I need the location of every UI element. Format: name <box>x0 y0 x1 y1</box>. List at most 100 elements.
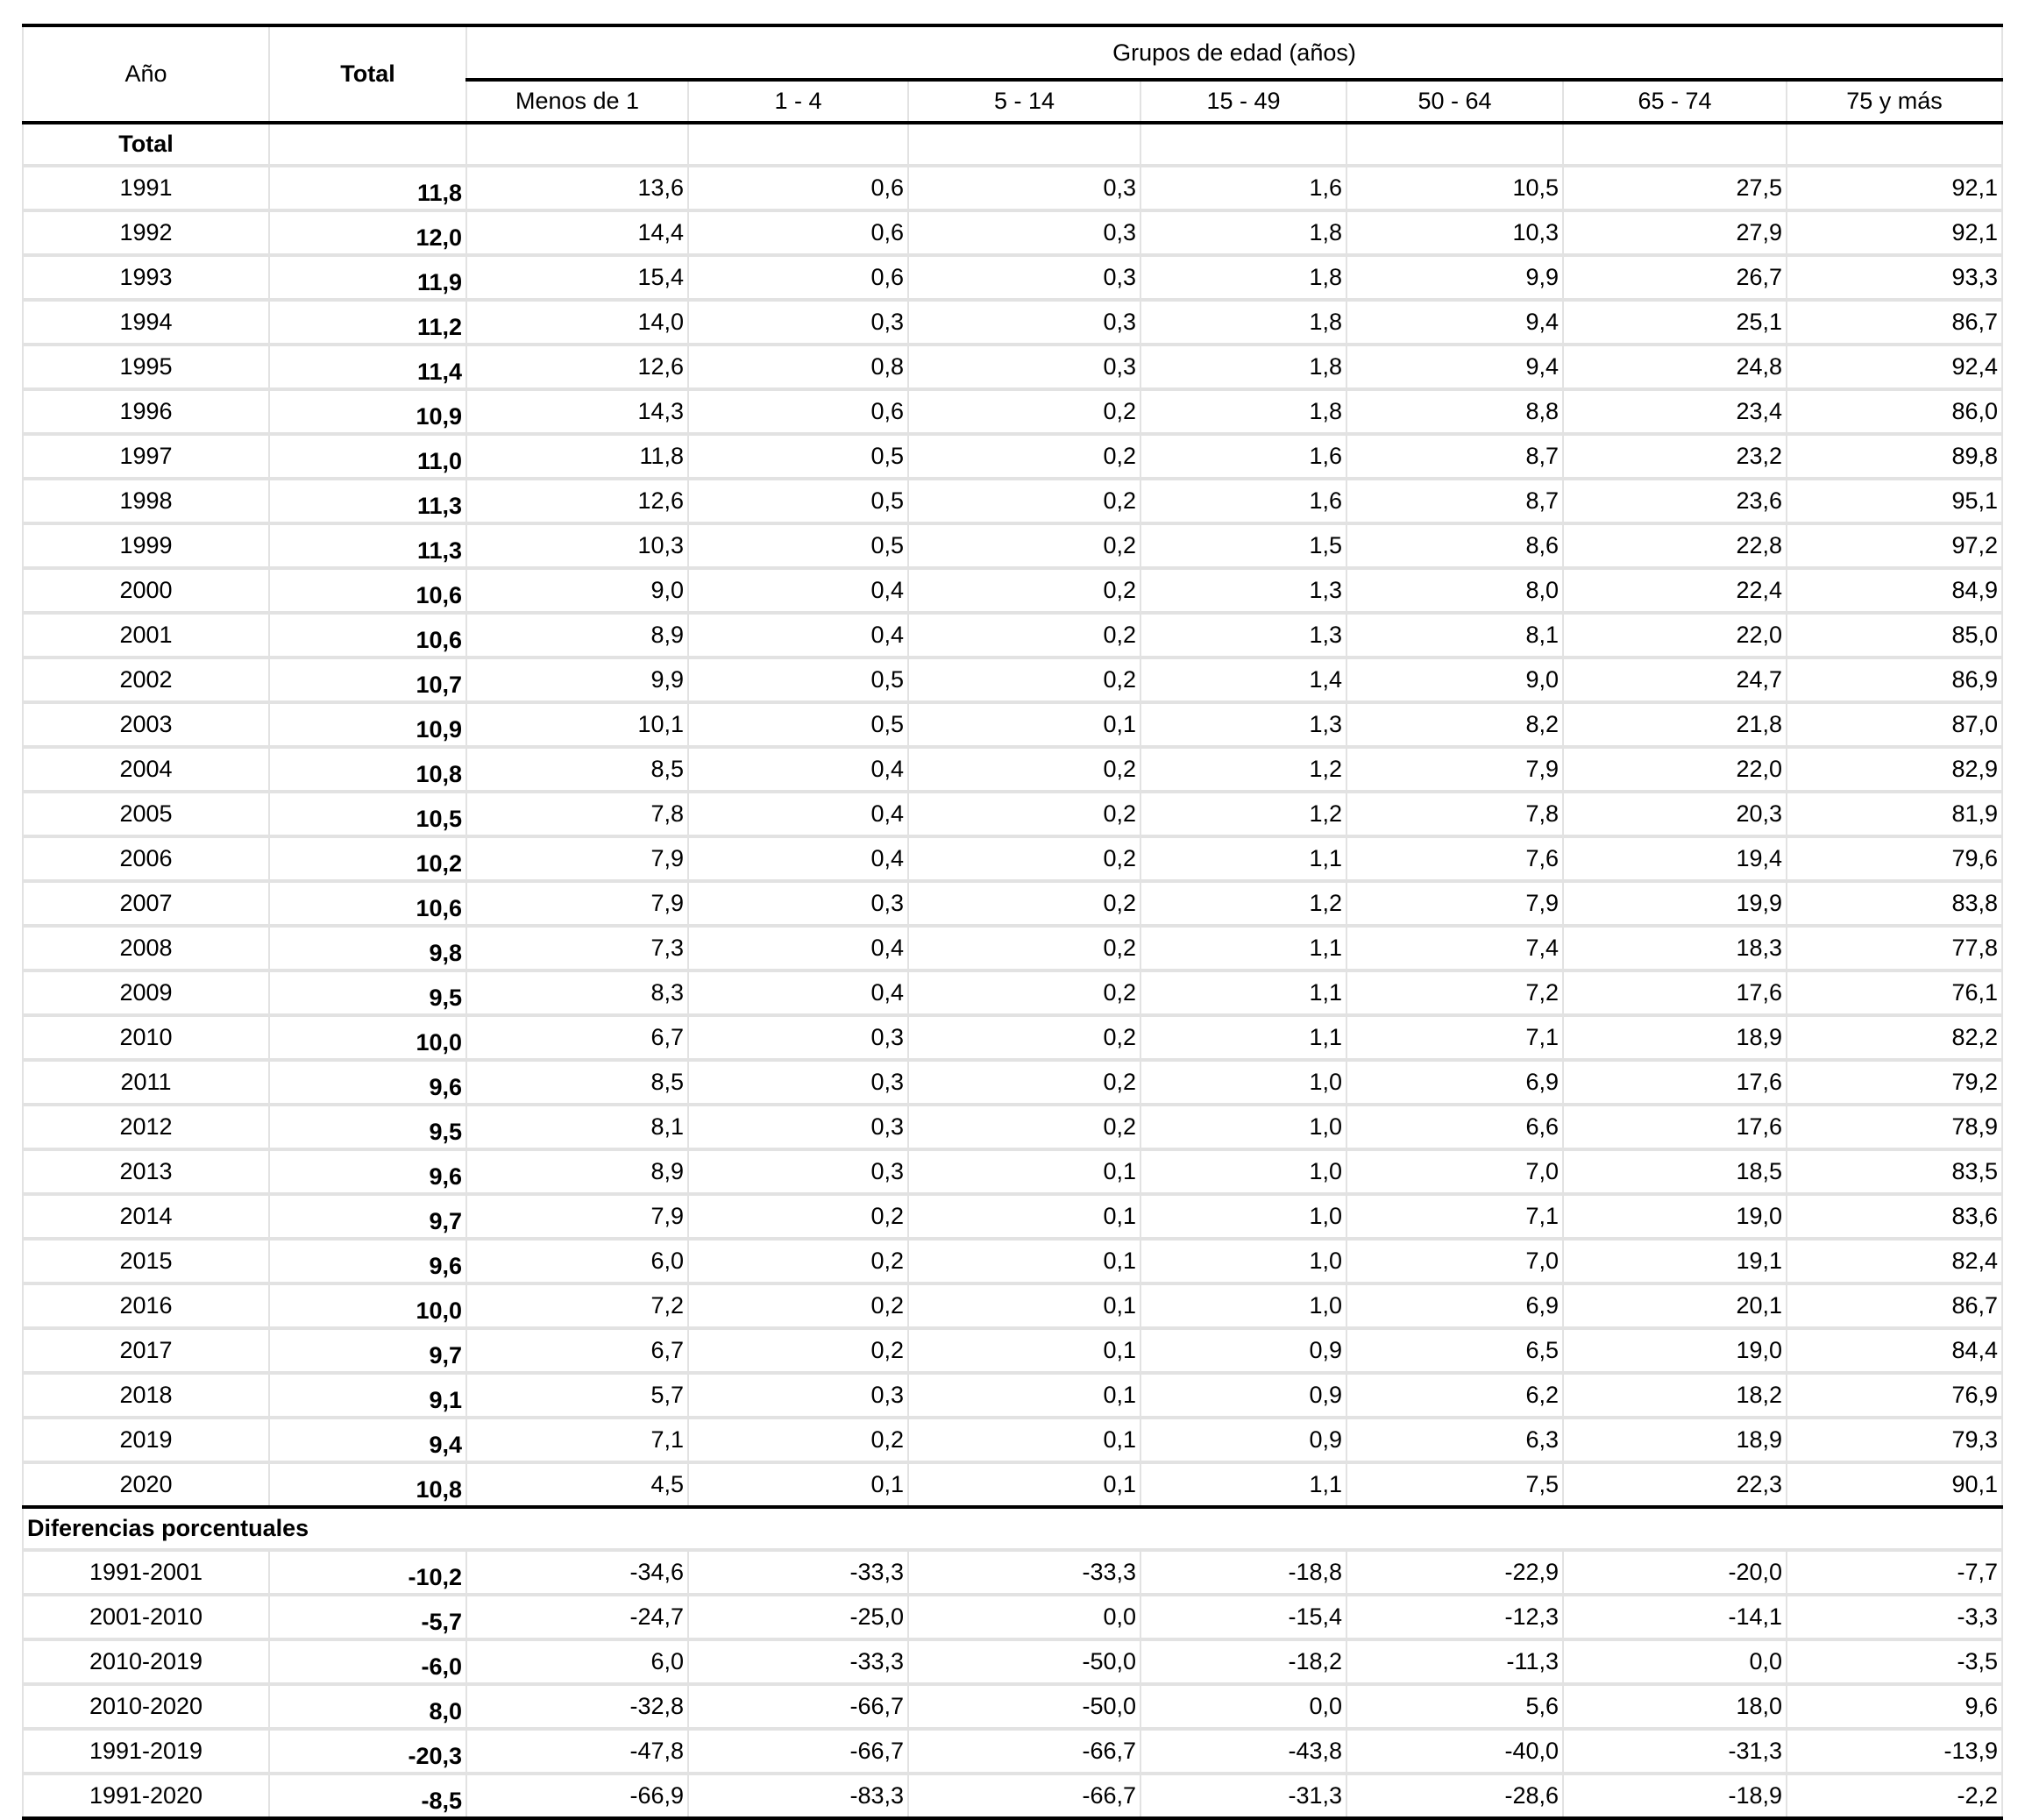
cell-total: 11,3 <box>268 523 466 570</box>
column-header-age-group: 15 - 49 <box>1140 80 1346 124</box>
cell-value: 7,2 <box>1346 970 1563 1017</box>
cell-total: 9,5 <box>268 970 466 1017</box>
cell-value: 7,0 <box>1346 1239 1563 1285</box>
cell-value: -50,0 <box>907 1639 1140 1686</box>
cell-period: 1991-2019 <box>22 1729 269 1775</box>
cell-value: 1,3 <box>1140 613 1346 659</box>
cell-value: 15,4 <box>465 255 688 302</box>
cell-total: 11,0 <box>268 434 466 480</box>
cell-value: 0,1 <box>907 1418 1140 1464</box>
cell-value: 8,1 <box>465 1105 688 1151</box>
cell-value: 86,7 <box>1785 1283 2004 1330</box>
cell-value: 1,4 <box>1140 658 1346 704</box>
cell-value: 18,9 <box>1562 1015 1787 1062</box>
table-row-year: 1998 11,3 12,6 0,5 0,2 1,6 8,7 23,6 95,1 <box>22 479 2004 525</box>
cell-value: 92,1 <box>1785 166 2004 212</box>
cell-value: 8,9 <box>465 613 688 659</box>
cell-value: 97,2 <box>1785 523 2004 570</box>
cell-value: 85,0 <box>1785 613 2004 659</box>
cell-total: 10,8 <box>268 747 466 793</box>
table-row-difference: 1991-2001 -10,2 -34,6 -33,3 -33,3 -18,8 -22,9-… <box>22 1550 2004 1596</box>
cell-value: 0,2 <box>907 970 1140 1017</box>
table-row-year: 2012 9,5 8,1 0,3 0,2 1,0 6,6 17,6 78,9 <box>22 1105 2004 1151</box>
cell-year: 2009 <box>22 970 269 1017</box>
cell-year: 1991 <box>22 166 269 212</box>
cell-value: -32,8 <box>465 1684 688 1731</box>
cell-value: 27,9 <box>1562 210 1787 257</box>
cell-value: 1,0 <box>1140 1239 1346 1285</box>
cell-value: 1,0 <box>1140 1194 1346 1241</box>
cell-value: 6,6 <box>1346 1105 1563 1151</box>
cell-value: -83,3 <box>687 1774 908 1820</box>
cell-value: -18,8 <box>1140 1550 1346 1596</box>
cell-value: -66,7 <box>687 1684 908 1731</box>
cell-value: 76,9 <box>1785 1373 2004 1419</box>
cell-total: 8,0 <box>268 1684 466 1731</box>
table-row-year: 2004 10,8 8,5 0,4 0,2 1,2 7,9 22,0 82,9 <box>22 747 2004 793</box>
cell-value: 1,8 <box>1140 255 1346 302</box>
cell-year: 2006 <box>22 836 269 883</box>
table-row-year: 2020 10,8 4,5 0,1 0,1 1,1 7,5 22,3 90,1 <box>22 1462 2004 1509</box>
cell-value: 6,5 <box>1346 1328 1563 1375</box>
cell-total: 9,6 <box>268 1239 466 1285</box>
cell-value: 23,4 <box>1562 389 1787 436</box>
cell-value: 8,8 <box>1346 389 1563 436</box>
cell-year: 1993 <box>22 255 269 302</box>
cell-value: 1,1 <box>1140 926 1346 972</box>
cell-value: 19,0 <box>1562 1328 1787 1375</box>
cell-year: 2007 <box>22 881 269 928</box>
cell-value: 82,2 <box>1785 1015 2004 1062</box>
cell-value: 20,1 <box>1562 1283 1787 1330</box>
cell-value: 6,0 <box>465 1239 688 1285</box>
cell-year: 2008 <box>22 926 269 972</box>
table-row-year: 2008 9,8 7,3 0,4 0,2 1,1 7,4 18,3 77,8 <box>22 926 2004 972</box>
section-differences-row: Diferencias porcentuales <box>21 1507 2004 1552</box>
cell-value: 6,7 <box>465 1015 688 1062</box>
column-header-age-group: 1 - 4 <box>687 80 908 124</box>
cell-value: -12,3 <box>1346 1595 1563 1641</box>
cell-value: 26,7 <box>1562 255 1787 302</box>
cell-value: 82,4 <box>1785 1239 2004 1285</box>
cell-value: 13,6 <box>465 166 688 212</box>
cell-value: -31,3 <box>1562 1729 1787 1775</box>
cell-value: 4,5 <box>465 1462 688 1509</box>
table-row-year: 2003 10,9 10,1 0,5 0,1 1,3 8,2 21,8 87,0 <box>22 702 2004 749</box>
cell-value: -24,7 <box>465 1595 688 1641</box>
cell-total: 11,2 <box>268 300 466 346</box>
cell-value: 8,2 <box>1346 702 1563 749</box>
cell-value: 19,9 <box>1562 881 1787 928</box>
cell-year: 2001 <box>22 613 269 659</box>
table-row-year: 2002 10,7 9,9 0,5 0,2 1,4 9,0 24,7 86,9 <box>22 658 2004 704</box>
cell-value: 0,2 <box>907 1060 1140 1106</box>
cell-value: 0,6 <box>687 210 908 257</box>
table-row-year: 2011 9,6 8,5 0,3 0,2 1,0 6,9 17,6 79,2 <box>22 1060 2004 1106</box>
cell-total: -5,7 <box>268 1595 466 1641</box>
table-row-difference: 1991-2019 -20,3 -47,8 -66,7 -66,7 -43,8 -40,0-… <box>22 1729 2004 1775</box>
cell-value: 1,8 <box>1140 345 1346 391</box>
cell-value: 0,2 <box>907 1015 1140 1062</box>
cell-value: 22,8 <box>1562 523 1787 570</box>
cell-value: 1,1 <box>1140 836 1346 883</box>
cell-value: 22,0 <box>1562 613 1787 659</box>
cell-value: 0,1 <box>907 1239 1140 1285</box>
cell-total: 11,4 <box>268 345 466 391</box>
cell-value: 1,8 <box>1140 210 1346 257</box>
cell-value: 0,2 <box>907 568 1140 615</box>
cell-value: -66,9 <box>465 1774 688 1820</box>
cell-value: 25,1 <box>1562 300 1787 346</box>
table-row-year: 2018 9,1 5,7 0,3 0,1 0,9 6,2 18,2 76,9 <box>22 1373 2004 1419</box>
cell-value: 23,2 <box>1562 434 1787 480</box>
cell-value: 0,2 <box>907 389 1140 436</box>
cell-value: 18,3 <box>1562 926 1787 972</box>
cell-value: 7,8 <box>1346 792 1563 838</box>
cell-value: 1,5 <box>1140 523 1346 570</box>
cell-value: 0,9 <box>1140 1328 1346 1375</box>
cell-value: 8,7 <box>1346 434 1563 480</box>
cell-value: 1,2 <box>1140 747 1346 793</box>
cell-value: 7,5 <box>1346 1462 1563 1509</box>
table-row-year: 1996 10,9 14,3 0,6 0,2 1,8 8,8 23,4 86,0 <box>22 389 2004 436</box>
cell-value: 17,6 <box>1562 1105 1787 1151</box>
cell-total: 9,6 <box>268 1149 466 1196</box>
cell-value: 6,2 <box>1346 1373 1563 1419</box>
